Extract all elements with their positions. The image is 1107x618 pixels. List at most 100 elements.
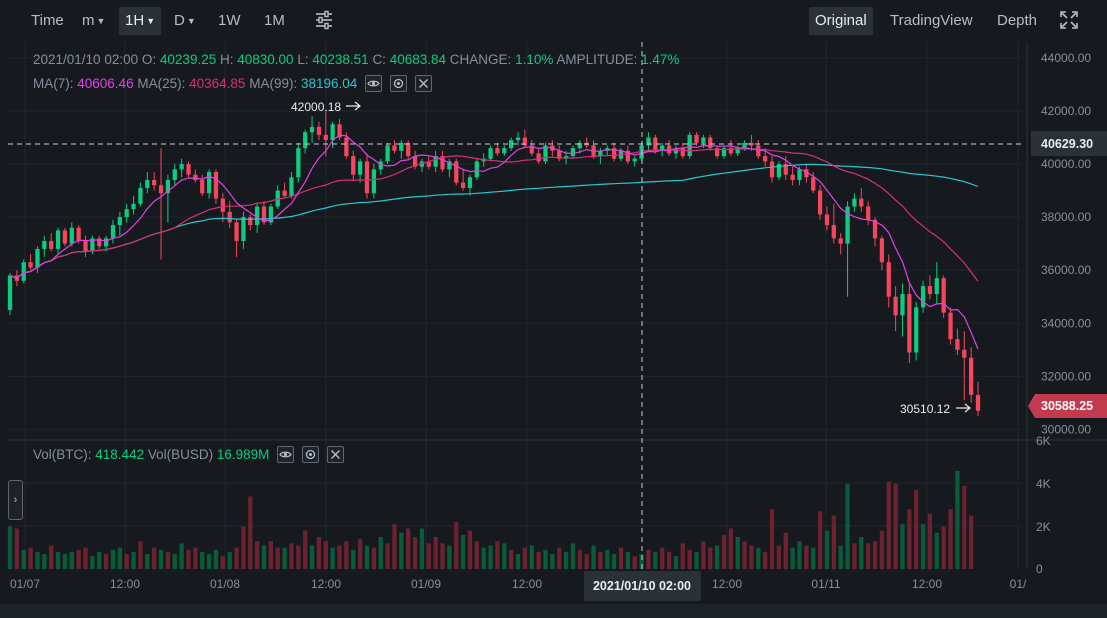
week-interval-button[interactable]: 1W — [218, 12, 241, 29]
candle-body — [817, 190, 823, 215]
volume-tick-label: 6K — [1036, 434, 1051, 448]
candle-body — [268, 206, 274, 223]
volume-bar — [721, 534, 727, 569]
caret-down-icon: ▼ — [186, 16, 196, 26]
fullscreen-icon[interactable] — [1060, 11, 1078, 31]
eye-icon[interactable] — [277, 446, 295, 463]
candle-body — [886, 262, 891, 297]
candle-body — [255, 206, 260, 226]
candle-body — [200, 179, 205, 194]
candle-body — [62, 230, 68, 244]
candle-body — [206, 172, 212, 194]
volume-bar — [886, 481, 891, 569]
settings-icon[interactable] — [389, 75, 407, 92]
candle-body — [948, 312, 953, 340]
month-interval-button[interactable]: 1M — [264, 12, 285, 29]
volume-bar — [206, 554, 212, 569]
day-interval-dropdown[interactable]: D ▼ — [174, 7, 196, 35]
candle-body — [35, 248, 40, 268]
candles — [7, 110, 981, 417]
candle-body — [502, 148, 507, 154]
candle-body — [165, 179, 171, 194]
close-icon[interactable] — [326, 446, 344, 463]
volume-bar — [783, 532, 788, 569]
volume-bar — [172, 554, 177, 569]
volume-bar — [392, 524, 397, 569]
volume-bar — [900, 524, 905, 569]
arrow-right-icon — [346, 101, 361, 111]
open-value: 40239.25 — [159, 52, 217, 67]
volume-bar — [749, 545, 754, 569]
volume-bar — [653, 551, 658, 569]
candle-body — [316, 126, 322, 135]
volume-bar — [646, 549, 651, 569]
volume-bar — [934, 532, 939, 569]
time-tick-label: 12:00 — [110, 577, 140, 591]
settings-icon[interactable] — [301, 446, 319, 463]
candle-body — [454, 161, 459, 183]
minute-label: m — [82, 12, 95, 29]
volume-bar — [962, 485, 967, 569]
volume-bar — [522, 547, 528, 569]
candle-body — [783, 164, 788, 175]
candle-body — [742, 142, 747, 149]
chevron-right-icon[interactable]: › — [8, 480, 23, 520]
volume-bar — [76, 549, 81, 569]
volume-bar — [714, 545, 720, 569]
view-depth-button[interactable]: Depth — [997, 12, 1038, 29]
candle-body — [440, 156, 445, 170]
volume-bar — [625, 551, 631, 569]
candle-body — [371, 169, 376, 194]
arrow-right-icon — [956, 403, 971, 413]
volume-bar — [186, 549, 191, 569]
chart-toolbar: Time m ▼ 1H ▼ D ▼ 1W 1M Original TradingVie… — [0, 0, 1107, 42]
volume-bar — [872, 541, 878, 569]
candle-body — [577, 142, 582, 149]
hour-interval-dropdown[interactable]: 1H ▼ — [119, 7, 162, 35]
candle-body — [797, 169, 802, 180]
view-tradingview-button[interactable]: TradingView — [890, 12, 973, 29]
candle-body — [399, 142, 404, 151]
volume-bar — [914, 490, 919, 569]
moving-average-lines — [9, 134, 979, 350]
volume-bar — [316, 537, 322, 569]
volume-bar — [612, 554, 617, 569]
eye-icon[interactable] — [365, 75, 383, 92]
chart-settings-icon[interactable] — [314, 10, 334, 32]
volume-bar — [138, 541, 143, 569]
minute-interval-dropdown[interactable]: m ▼ — [82, 7, 105, 35]
ma25-value: 40364.85 — [189, 76, 246, 91]
volume-bar — [728, 528, 733, 569]
candle-body — [646, 137, 651, 146]
candle-body — [213, 172, 219, 199]
price-tick-label: 40000.00 — [1041, 157, 1091, 171]
candle-body — [406, 142, 411, 157]
candle-body — [103, 238, 109, 247]
volume-bar — [152, 547, 157, 569]
volume-bar — [55, 551, 61, 569]
volume-bar — [165, 551, 171, 569]
volume-bar — [639, 554, 644, 569]
volume-bar — [893, 483, 898, 569]
volume-bar — [309, 545, 315, 569]
volume-bar — [406, 528, 411, 569]
volume-bar — [241, 526, 246, 569]
candle-body — [632, 158, 637, 162]
time-button[interactable]: Time — [31, 12, 64, 29]
chart-area[interactable]: 44000.00 42000.00 40000.00 38000.00 36000.00… — [0, 42, 1107, 618]
candlestick-chart[interactable]: 44000.00 42000.00 40000.00 38000.00 36000.00… — [0, 42, 1107, 618]
candle-body — [769, 161, 775, 178]
candle-body — [543, 145, 548, 162]
volume-bar — [687, 549, 692, 569]
view-original-button[interactable]: Original — [809, 7, 873, 35]
ma7-label: MA(7): — [33, 76, 74, 91]
volume-bar — [193, 547, 198, 569]
close-icon[interactable] — [414, 75, 432, 92]
candle-body — [838, 238, 843, 244]
candle-body — [186, 164, 191, 175]
volume-tick-label: 4K — [1036, 477, 1051, 491]
ohlc-date: 2021/01/10 02:00 — [33, 52, 139, 67]
volume-bar — [543, 549, 548, 569]
candle-body — [660, 145, 665, 151]
candle-body — [557, 150, 562, 159]
